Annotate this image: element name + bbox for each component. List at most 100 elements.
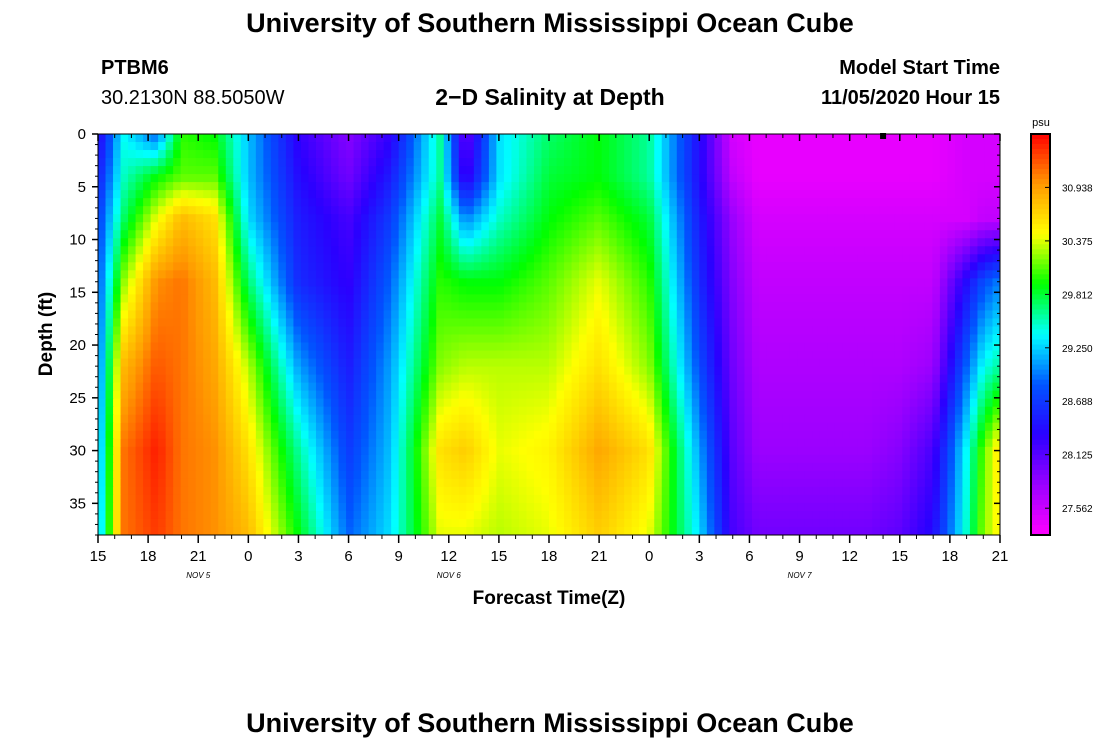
heatmap-cell xyxy=(120,150,129,159)
heatmap-cell xyxy=(421,198,430,207)
heatmap-cell xyxy=(579,142,588,151)
heatmap-cell xyxy=(594,222,603,231)
heatmap-cell xyxy=(909,214,918,223)
heatmap-cell xyxy=(263,462,272,472)
heatmap-cell xyxy=(556,302,565,312)
heatmap-cell xyxy=(113,342,122,352)
heatmap-cell xyxy=(669,438,678,448)
heatmap-cell xyxy=(917,262,926,271)
heatmap-cell xyxy=(917,326,926,336)
heatmap-cell xyxy=(624,134,633,143)
heatmap-cell xyxy=(714,158,723,167)
heatmap-cell xyxy=(436,422,445,432)
heatmap-cell xyxy=(315,446,325,456)
heatmap-cell xyxy=(616,318,625,328)
heatmap-cell xyxy=(173,174,182,183)
heatmap-cell xyxy=(992,134,1000,143)
heatmap-cell xyxy=(579,446,588,456)
heatmap-cell xyxy=(594,350,603,360)
heatmap-cell xyxy=(969,150,979,159)
heatmap-cell xyxy=(601,142,610,151)
heatmap-cell xyxy=(594,358,603,368)
heatmap-cell xyxy=(293,422,302,432)
heatmap-cell xyxy=(714,286,723,295)
heatmap-cell xyxy=(398,310,407,320)
heatmap-cell xyxy=(954,182,964,191)
heatmap-cell xyxy=(511,382,520,392)
heatmap-cell xyxy=(601,430,610,440)
heatmap-cell xyxy=(383,462,392,472)
heatmap-cell xyxy=(601,182,610,191)
heatmap-cell xyxy=(248,406,257,416)
heatmap-cell xyxy=(518,318,528,328)
heatmap-cell xyxy=(503,270,513,279)
heatmap-cell xyxy=(939,206,948,215)
heatmap-cell xyxy=(714,166,723,175)
heatmap-cell xyxy=(120,246,129,255)
heatmap-cell xyxy=(533,318,543,328)
heatmap-cell xyxy=(98,150,107,159)
heatmap-cell xyxy=(639,358,648,368)
heatmap-cell xyxy=(684,358,693,368)
heatmap-cell xyxy=(857,454,866,464)
heatmap-cell xyxy=(819,166,828,175)
heatmap-cell xyxy=(323,198,332,207)
heatmap-cell xyxy=(714,246,723,255)
heatmap-cell xyxy=(368,158,377,167)
heatmap-cell xyxy=(676,390,685,400)
heatmap-cell xyxy=(188,206,197,215)
heatmap-cell xyxy=(902,198,911,207)
heatmap-cell xyxy=(669,342,678,352)
heatmap-cell xyxy=(285,222,295,231)
heatmap-cell xyxy=(428,262,437,271)
heatmap-cell xyxy=(564,334,573,344)
heatmap-cell xyxy=(669,398,678,408)
heatmap-cell xyxy=(105,398,114,408)
heatmap-cell xyxy=(428,270,437,279)
heatmap-cell xyxy=(992,174,1000,183)
heatmap-cell xyxy=(128,294,137,304)
heatmap-cell xyxy=(285,446,295,456)
heatmap-cell xyxy=(158,414,167,424)
heatmap-cell xyxy=(278,462,287,472)
heatmap-cell xyxy=(571,350,580,360)
heatmap-cell xyxy=(240,270,249,279)
heatmap-cell xyxy=(361,270,370,279)
heatmap-cell xyxy=(331,454,340,464)
heatmap-cell xyxy=(902,446,911,456)
heatmap-cell xyxy=(849,150,858,159)
heatmap-cell xyxy=(451,438,460,448)
heatmap-cell xyxy=(759,286,768,295)
heatmap-cell xyxy=(150,358,159,368)
heatmap-cell xyxy=(616,430,625,440)
heatmap-cell xyxy=(751,310,761,320)
heatmap-cell xyxy=(564,166,573,175)
heatmap-cell xyxy=(308,406,317,416)
heatmap-cell xyxy=(962,150,971,159)
heatmap-cell xyxy=(165,246,174,255)
heatmap-cell xyxy=(706,318,715,328)
heatmap-cell xyxy=(751,158,761,167)
heatmap-cell xyxy=(616,254,625,263)
heatmap-cell xyxy=(947,414,956,424)
heatmap-cell xyxy=(300,166,310,175)
heatmap-cell xyxy=(233,174,242,183)
heatmap-cell xyxy=(248,382,257,392)
heatmap-cell xyxy=(421,238,430,247)
heatmap-cell xyxy=(398,222,407,231)
heatmap-cell xyxy=(248,166,257,175)
heatmap-cell xyxy=(804,238,813,247)
heatmap-cell xyxy=(714,438,723,448)
heatmap-cell xyxy=(879,302,888,312)
heatmap-cell xyxy=(601,342,610,352)
heatmap-cell xyxy=(481,174,490,183)
heatmap-cell xyxy=(105,390,114,400)
heatmap-cell xyxy=(879,430,888,440)
heatmap-cell xyxy=(782,174,791,183)
heatmap-cell xyxy=(984,422,994,432)
heatmap-cell xyxy=(924,406,933,416)
heatmap-cell xyxy=(240,158,249,167)
heatmap-cell xyxy=(458,206,467,215)
heatmap-cell xyxy=(977,254,986,263)
heatmap-cell xyxy=(413,134,422,143)
